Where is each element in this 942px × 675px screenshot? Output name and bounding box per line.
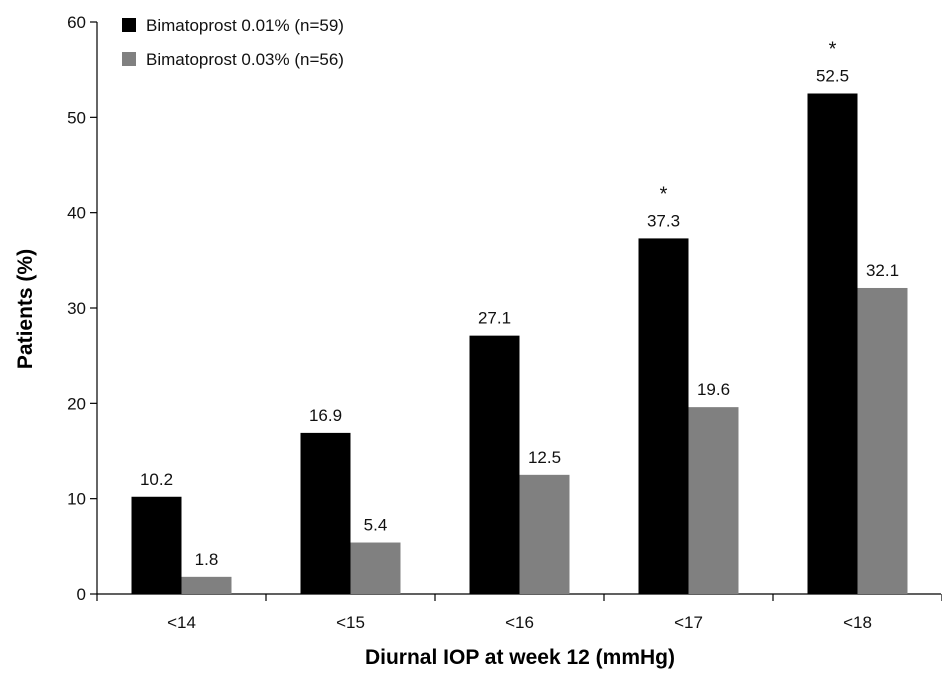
y-tick-label: 20 [67,394,86,413]
y-tick-label: 30 [67,299,86,318]
bar-series-2 [688,407,739,594]
bar-value-label: 37.3 [647,211,680,230]
bar-value-label: 12.5 [528,448,561,467]
bar-series-2 [519,474,570,594]
x-axis-title: Diurnal IOP at week 12 (mmHg) [365,646,675,669]
significance-marker: * [829,39,837,61]
bar-value-label: 10.2 [140,470,173,489]
y-tick-label: 60 [67,13,86,32]
bar-value-label: 5.4 [364,516,388,535]
x-tick-label: <15 [336,613,365,632]
bar-series-2 [350,542,401,594]
y-tick-label: 50 [67,108,86,127]
bar-value-label: 32.1 [866,261,899,280]
x-tick-label: <18 [843,613,872,632]
x-tick-label: <14 [167,613,196,632]
y-tick-label: 10 [67,490,86,509]
bar-value-label: 19.6 [697,380,730,399]
legend-swatch-1 [122,18,136,32]
y-axis: 0 10 20 30 40 50 60 [67,13,98,604]
bar-series-1 [469,335,520,594]
bar-value-label: 16.9 [309,406,342,425]
bar-value-label: 27.1 [478,309,511,328]
legend-label-1: Bimatoprost 0.01% (n=59) [146,16,344,35]
x-axis: <14 <15 <16 <17 <18 [96,593,942,632]
significance-marker: * [660,183,668,205]
data-labels: 10.2 1.8 16.9 5.4 27.1 12.5 37.3 * 19.6 52.5 * 32.1 [140,39,899,569]
x-tick-label: <16 [505,613,534,632]
bar-series-2 [857,287,908,594]
bar-series-1 [638,238,689,594]
legend-swatch-2 [122,52,136,66]
y-tick-label: 0 [77,585,86,604]
x-tick-label: <17 [674,613,703,632]
y-axis-title: Patients (%) [14,249,37,369]
bar-value-label: 52.5 [816,67,849,86]
legend-label-2: Bimatoprost 0.03% (n=56) [146,50,344,69]
bars [131,93,908,594]
y-tick-label: 40 [67,204,86,223]
bar-series-1 [300,432,351,594]
legend: Bimatoprost 0.01% (n=59) Bimatoprost 0.03… [122,16,344,69]
bar-series-2 [181,576,232,594]
bar-value-label: 1.8 [195,550,219,569]
bar-series-1 [131,496,182,594]
bar-series-1 [807,93,858,594]
